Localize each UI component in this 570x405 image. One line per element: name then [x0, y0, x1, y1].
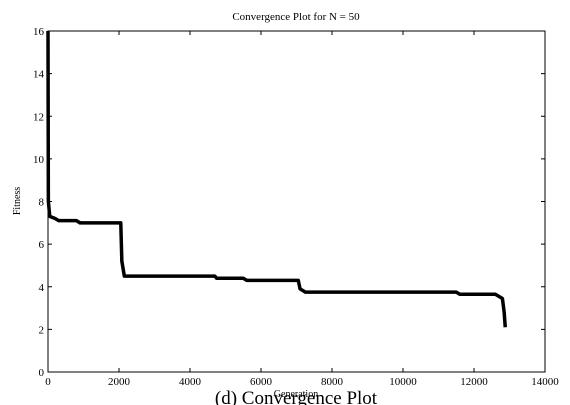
y-tick-label: 4: [39, 282, 45, 294]
x-tick-label: 12000: [460, 376, 488, 388]
x-tick-label: 10000: [389, 376, 417, 388]
y-tick-label: 12: [33, 111, 44, 123]
x-tick-label: 8000: [321, 376, 344, 388]
y-axis-label: Fitness: [12, 187, 23, 215]
x-axis-label: Generation: [274, 389, 318, 400]
data-line: [46, 30, 507, 328]
y-tick-label: 10: [33, 154, 45, 166]
y-tick-label: 14: [33, 69, 45, 81]
y-tick-label: 16: [33, 26, 45, 38]
x-tick-label: 2000: [108, 376, 131, 388]
x-tick-label: 6000: [250, 376, 273, 388]
y-tick-label: 6: [39, 239, 45, 251]
y-tick-label: 8: [39, 197, 45, 209]
x-tick-label: 4000: [179, 376, 202, 388]
y-tick-label: 0: [39, 367, 45, 379]
x-tick-label: 0: [45, 376, 51, 388]
x-tick-label: 14000: [531, 376, 559, 388]
chart-title: Convergence Plot for N = 50: [232, 11, 360, 23]
y-tick-label: 2: [39, 324, 45, 336]
caption: (d) Convergence Plot: [215, 388, 378, 405]
